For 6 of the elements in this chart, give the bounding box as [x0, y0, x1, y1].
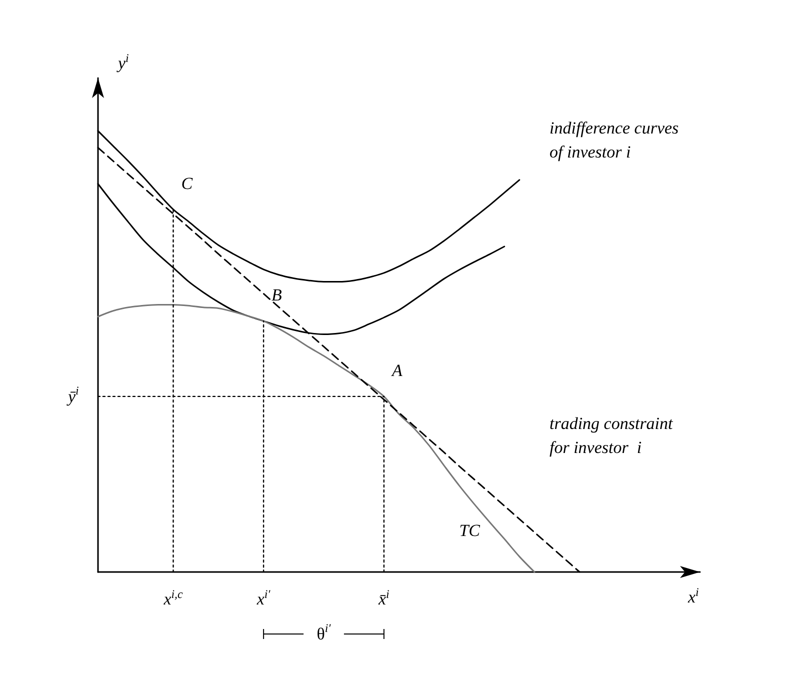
- annotation: indifference curves of investor i: [550, 118, 680, 162]
- annotation: trading constraint for investor i: [550, 414, 674, 457]
- annotation: TC: [459, 521, 481, 540]
- annotation: B: [272, 286, 283, 305]
- annotation: A: [390, 360, 403, 380]
- annotation: C: [181, 174, 194, 193]
